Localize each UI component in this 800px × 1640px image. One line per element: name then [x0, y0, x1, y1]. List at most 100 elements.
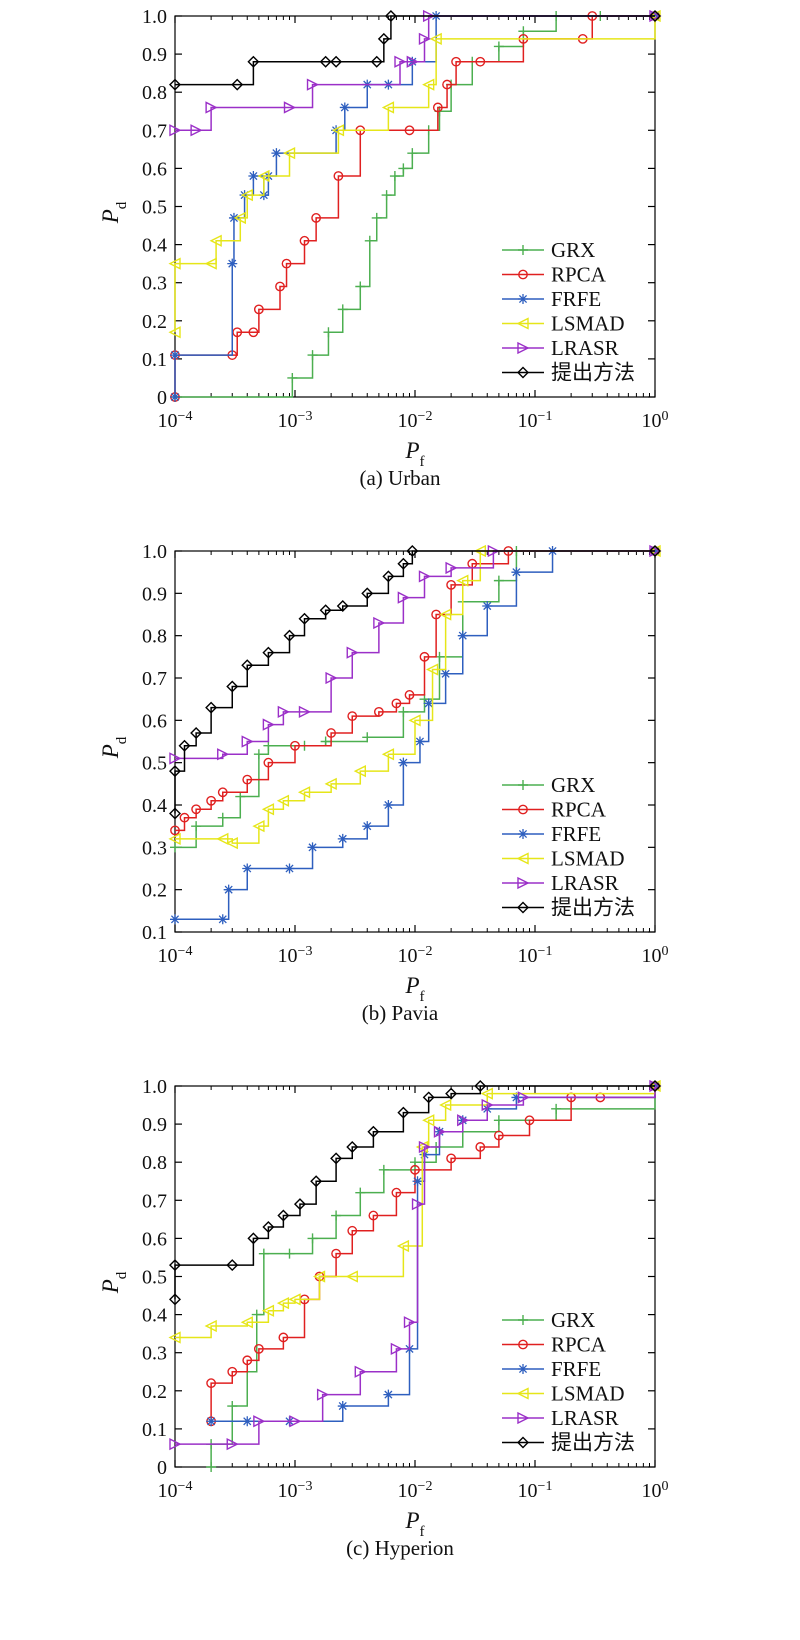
data-point-grx	[355, 281, 366, 292]
legend-marker-lrasr	[517, 876, 530, 890]
data-point-lsmad	[324, 777, 337, 790]
legend-item-grx: GRX	[502, 773, 595, 797]
legend-marker-rpca	[518, 1339, 528, 1350]
y-tick-label: 0.4	[142, 795, 167, 817]
series-line-lrasr	[175, 15, 655, 132]
data-point-frfe	[383, 1389, 394, 1400]
data-point-rpca	[281, 258, 292, 269]
legend-label-lrasr: LRASR	[551, 336, 619, 360]
legend-item-grx: GRX	[502, 1308, 595, 1332]
data-point-series6	[226, 680, 239, 693]
x-tick-label: 10−4	[158, 409, 193, 433]
data-point-lrasr	[190, 124, 203, 137]
legend-item-lsmad: LSMAD	[502, 1382, 625, 1406]
caption-hyperion: (c) Hyperion	[346, 1536, 454, 1560]
data-point-grx	[284, 1248, 295, 1259]
data-point-lsmad	[331, 124, 345, 137]
data-point-lsmad	[288, 1293, 301, 1306]
data-point-rpca	[232, 327, 243, 338]
data-point-lsmad	[233, 211, 246, 225]
data-point-rpca	[253, 1343, 264, 1354]
data-point-series6	[205, 701, 218, 714]
data-point-lsmad	[252, 820, 265, 833]
data-point-series6	[226, 1259, 239, 1272]
legend-marker-frfe	[518, 829, 528, 839]
chart-pavia: 10−4 10−3 10−2 10−1 100 0.1 0.2 0.3 0.4 0.5 0.6 0.7…	[98, 541, 669, 1005]
series-lrasr	[169, 544, 662, 765]
y-tick-label: 0.6	[142, 1228, 167, 1250]
data-point-lrasr	[481, 1098, 494, 1112]
data-point-rpca	[475, 56, 486, 67]
data-point-grx	[407, 148, 418, 159]
data-point-lrasr	[397, 591, 410, 604]
data-point-lsmad	[422, 78, 435, 91]
y-tick-label: 0.5	[142, 197, 167, 219]
data-point-series6	[169, 807, 181, 820]
data-point-frfe	[423, 698, 434, 709]
data-point-lrasr	[217, 748, 230, 761]
y-tick-label: 0.2	[142, 1381, 167, 1403]
data-point-grx	[235, 791, 246, 802]
data-point-rpca	[278, 1332, 289, 1343]
legend-label-lrasr: LRASR	[551, 871, 619, 895]
legend-marker-lrasr	[517, 1411, 530, 1425]
data-point-frfe	[331, 125, 342, 136]
legend-marker-lrasr	[517, 341, 530, 355]
data-point-lrasr	[418, 1140, 432, 1154]
data-point-rpca	[242, 774, 253, 785]
data-point-lrasr	[298, 705, 312, 718]
data-point-lrasr	[277, 705, 290, 718]
legend-item-grx: GRX	[502, 238, 595, 262]
data-point-lsmad	[168, 257, 181, 270]
data-point-rpca	[446, 1153, 457, 1164]
data-point-rpca	[206, 795, 217, 806]
legend-marker-rpca	[518, 269, 528, 280]
legend-item-lrasr: LRASR	[502, 1406, 619, 1430]
data-point-grx	[389, 171, 400, 182]
data-point-lrasr	[394, 55, 407, 68]
series-line-series6	[174, 550, 655, 814]
legend-label-lsmad: LSMAD	[551, 1382, 625, 1406]
data-point-lsmad	[429, 32, 442, 45]
y-tick-label: 0.8	[142, 626, 167, 648]
data-point-lsmad	[312, 1270, 326, 1283]
legend-label-series6: 提出方法	[551, 896, 635, 920]
data-point-lrasr	[418, 32, 432, 45]
data-point-grx	[381, 190, 392, 201]
data-point-frfe	[383, 800, 394, 810]
data-point-rpca	[311, 213, 322, 223]
legend-label-series6: 提出方法	[551, 1431, 635, 1455]
y-tick-label: 0.4	[142, 1305, 167, 1327]
legend-item-series6: 提出方法	[502, 1431, 635, 1455]
series-line-lsmad	[175, 1086, 656, 1339]
y-tick-label: 0.8	[142, 82, 167, 104]
series-line-series6	[174, 1085, 655, 1300]
data-point-lsmad	[422, 1114, 435, 1127]
data-point-grx	[287, 372, 298, 383]
data-point-series6	[397, 1106, 410, 1119]
legend-item-rpca: RPCA	[502, 798, 607, 822]
data-point-frfe	[227, 258, 238, 269]
y-tick-label: 0.8	[142, 1152, 167, 1174]
data-point-lrasr	[433, 1125, 447, 1138]
legend-item-lrasr: LRASR	[502, 336, 619, 360]
data-point-frfe	[170, 392, 180, 402]
x-axis-label: Pf	[404, 973, 424, 1005]
data-point-lsmad	[276, 1297, 290, 1310]
y-tick-label: 0.1	[142, 922, 167, 944]
data-point-rpca	[290, 740, 300, 751]
data-point-series6	[319, 55, 332, 68]
legend-label-frfe: FRFE	[551, 287, 601, 311]
data-point-grx	[307, 350, 318, 361]
data-point-series6	[262, 646, 275, 659]
y-tick-label: 0.6	[142, 158, 167, 180]
y-tick-label: 0.7	[142, 120, 167, 142]
data-point-frfe	[414, 736, 425, 747]
data-point-frfe	[511, 567, 522, 578]
data-point-series6	[367, 1125, 380, 1138]
data-point-lsmad	[297, 786, 311, 799]
data-point-grx	[371, 212, 382, 223]
data-point-lsmad	[204, 257, 217, 270]
y-tick-label: 0.1	[142, 1419, 167, 1441]
data-point-lsmad	[276, 794, 290, 807]
